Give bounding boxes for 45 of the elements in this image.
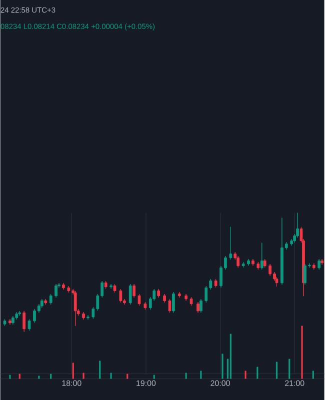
candlestick	[260, 242, 264, 270]
candlestick	[129, 284, 132, 305]
candlestick	[157, 288, 160, 298]
candlestick	[184, 294, 188, 301]
candlestick	[144, 302, 147, 310]
candlestick	[247, 258, 250, 266]
candlestick	[22, 310, 26, 332]
candlestick	[12, 316, 15, 325]
candlestick	[4, 318, 6, 326]
candlestick	[28, 318, 31, 331]
candlestick	[304, 264, 307, 285]
candlestick	[163, 294, 166, 303]
candlestick	[320, 258, 324, 265]
candlestick	[256, 262, 260, 270]
candlestick	[236, 256, 240, 268]
candlestick	[54, 284, 58, 298]
candlestick	[200, 298, 203, 313]
candlestick	[190, 296, 193, 306]
candlestick	[67, 286, 70, 293]
candlestick	[18, 310, 22, 316]
candlestick	[264, 258, 266, 268]
candlestick	[242, 262, 245, 268]
candlestick	[62, 282, 66, 290]
candlestick	[280, 218, 284, 285]
candlestick	[82, 312, 86, 320]
candlestick	[44, 298, 48, 305]
candlestick	[178, 292, 182, 298]
candlestick	[172, 292, 176, 313]
candlestick	[214, 278, 218, 288]
candlestick	[229, 226, 232, 260]
candlestick	[132, 284, 136, 298]
candlestick	[318, 258, 321, 270]
candlestick	[252, 258, 255, 266]
candlestick	[110, 284, 113, 289]
candlestick	[114, 284, 116, 293]
candlestick	[312, 263, 316, 270]
candlestick	[168, 298, 172, 313]
candlestick	[104, 280, 108, 289]
candlestick	[196, 302, 200, 313]
candlestick	[119, 288, 122, 303]
candlestick	[74, 290, 77, 326]
candlestick	[8, 318, 12, 325]
candlestick	[86, 314, 90, 320]
candlestick	[138, 294, 141, 306]
candlestick	[50, 294, 52, 305]
